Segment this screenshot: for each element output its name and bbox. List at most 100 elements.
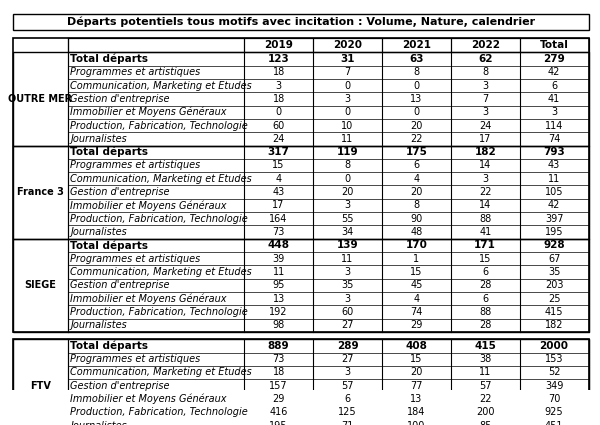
Text: 6: 6	[551, 81, 557, 91]
Text: 24: 24	[479, 121, 491, 130]
Text: 10: 10	[341, 121, 353, 130]
Text: 77: 77	[410, 381, 422, 391]
Text: 41: 41	[479, 227, 491, 237]
Text: 349: 349	[545, 381, 563, 391]
Text: 70: 70	[548, 394, 560, 404]
Text: 8: 8	[413, 201, 419, 210]
Text: 4: 4	[413, 294, 419, 303]
Text: 3: 3	[344, 201, 350, 210]
Text: 2020: 2020	[333, 40, 362, 50]
Text: 13: 13	[410, 394, 422, 404]
Text: 203: 203	[545, 280, 563, 290]
Text: 24: 24	[272, 134, 285, 144]
Text: 18: 18	[272, 67, 285, 77]
Text: 85: 85	[479, 421, 491, 425]
Text: Total: Total	[539, 40, 569, 50]
Text: Production, Fabrication, Technologie: Production, Fabrication, Technologie	[70, 121, 248, 130]
Text: 43: 43	[548, 161, 560, 170]
Text: Gestion d'entreprise: Gestion d'entreprise	[70, 381, 170, 391]
Text: 43: 43	[272, 187, 285, 197]
Text: 925: 925	[545, 408, 563, 417]
Text: Programmes et artistiques: Programmes et artistiques	[70, 67, 201, 77]
Text: 42: 42	[548, 67, 560, 77]
Text: Communication, Marketing et Etudes: Communication, Marketing et Etudes	[70, 174, 252, 184]
Text: 20: 20	[410, 187, 422, 197]
Bar	[13, 339, 589, 425]
Text: 0: 0	[344, 81, 350, 91]
Text: Total départs: Total départs	[70, 340, 148, 351]
Text: Journalistes: Journalistes	[70, 134, 127, 144]
Text: Communication, Marketing et Etudes: Communication, Marketing et Etudes	[70, 267, 252, 277]
Bar	[520, 38, 589, 52]
Text: 0: 0	[275, 107, 281, 117]
Text: 8: 8	[482, 67, 488, 77]
Text: 170: 170	[406, 241, 427, 250]
Text: 195: 195	[269, 421, 288, 425]
Text: 2019: 2019	[264, 40, 293, 50]
Text: 20: 20	[410, 121, 422, 130]
Text: 67: 67	[548, 254, 560, 264]
Text: 279: 279	[543, 54, 565, 64]
Text: 195: 195	[545, 227, 563, 237]
Text: 8: 8	[344, 161, 350, 170]
Text: 95: 95	[272, 280, 285, 290]
Text: 125: 125	[338, 408, 357, 417]
Text: 153: 153	[545, 354, 563, 364]
Text: 73: 73	[272, 354, 285, 364]
Text: Immobilier et Moyens Généraux: Immobilier et Moyens Généraux	[70, 200, 227, 211]
Text: 14: 14	[479, 201, 491, 210]
Text: 415: 415	[474, 341, 496, 351]
Text: FTV: FTV	[30, 381, 50, 391]
Text: Immobilier et Moyens Généraux: Immobilier et Moyens Généraux	[70, 107, 227, 117]
Text: 4: 4	[413, 174, 419, 184]
Text: 139: 139	[337, 241, 358, 250]
Text: Programmes et artistiques: Programmes et artistiques	[70, 254, 201, 264]
Text: 17: 17	[479, 134, 491, 144]
Text: Gestion d'entreprise: Gestion d'entreprise	[70, 94, 170, 104]
Text: 62: 62	[478, 54, 493, 64]
Text: 289: 289	[337, 341, 358, 351]
Text: 7: 7	[344, 67, 350, 77]
Text: 39: 39	[272, 254, 285, 264]
Text: 28: 28	[479, 320, 491, 330]
Text: 25: 25	[548, 294, 560, 303]
Text: 123: 123	[268, 54, 289, 64]
Text: Total départs: Total départs	[70, 147, 148, 157]
Text: Journalistes: Journalistes	[70, 320, 127, 330]
Text: Programmes et artistiques: Programmes et artistiques	[70, 354, 201, 364]
Text: 793: 793	[543, 147, 565, 157]
Text: Total départs: Total départs	[70, 240, 148, 251]
Text: 73: 73	[272, 227, 285, 237]
Text: 164: 164	[269, 214, 288, 224]
Text: 2022: 2022	[471, 40, 500, 50]
Text: Total départs: Total départs	[70, 54, 148, 64]
Text: 20: 20	[341, 187, 353, 197]
Text: 200: 200	[476, 408, 494, 417]
Text: 88: 88	[479, 307, 491, 317]
Text: 13: 13	[272, 294, 285, 303]
Text: 17: 17	[272, 201, 285, 210]
Text: Immobilier et Moyens Généraux: Immobilier et Moyens Généraux	[70, 293, 227, 304]
Bar	[313, 38, 382, 52]
Text: 397: 397	[545, 214, 563, 224]
Bar	[382, 38, 451, 52]
Text: 2000: 2000	[539, 341, 569, 351]
Text: 4: 4	[275, 174, 281, 184]
Text: 29: 29	[272, 394, 285, 404]
Bar	[13, 14, 589, 30]
Text: 35: 35	[341, 280, 353, 290]
Text: Journalistes: Journalistes	[70, 227, 127, 237]
Text: 6: 6	[413, 161, 419, 170]
Text: 416: 416	[269, 408, 288, 417]
Text: Journalistes: Journalistes	[70, 421, 127, 425]
Text: 408: 408	[406, 341, 427, 351]
Text: 3: 3	[344, 94, 350, 104]
Text: 34: 34	[341, 227, 353, 237]
Text: 15: 15	[272, 161, 285, 170]
Text: 182: 182	[475, 147, 496, 157]
Text: 0: 0	[413, 81, 419, 91]
Text: 3: 3	[344, 267, 350, 277]
Text: 192: 192	[269, 307, 288, 317]
Text: 317: 317	[268, 147, 290, 157]
Text: Communication, Marketing et Etudes: Communication, Marketing et Etudes	[70, 81, 252, 91]
